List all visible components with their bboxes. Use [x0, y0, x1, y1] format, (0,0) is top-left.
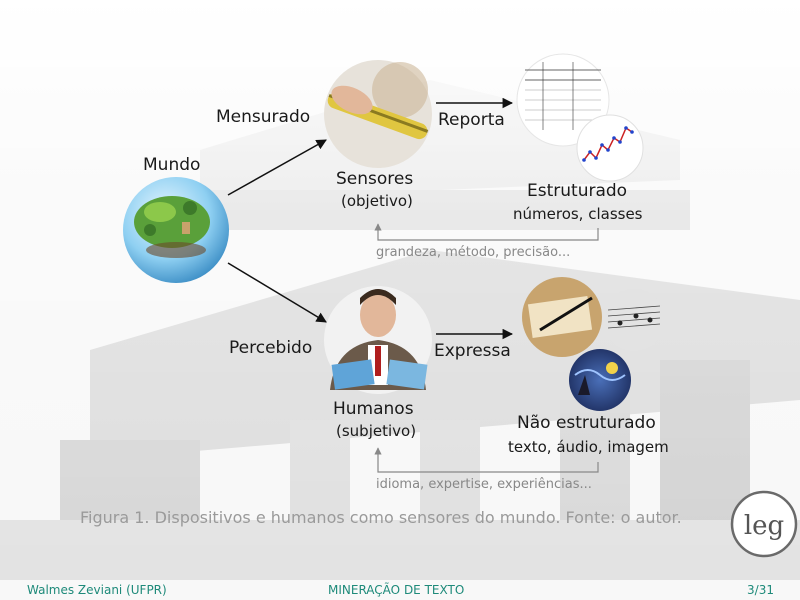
world-globe-icon	[123, 177, 229, 283]
leg-logo: leg	[730, 490, 798, 558]
painting-icon	[569, 349, 631, 411]
line-plot-icon	[576, 114, 644, 182]
footer-author: Walmes Zeviani (UFPR)	[27, 583, 167, 597]
arrow-world-to-sensors	[227, 139, 327, 196]
thermometer-photo-icon	[324, 60, 432, 168]
label-reports: Reporta	[438, 110, 505, 130]
person-photo-icon	[324, 286, 432, 394]
label-sensors: Sensores	[336, 169, 413, 189]
label-unstructured-note: texto, áudio, imagem	[508, 438, 669, 456]
label-structured-note: números, classes	[513, 205, 643, 223]
footer-title: MINERAÇÃO DE TEXTO	[328, 583, 465, 597]
figure-caption: Figura 1. Dispositivos e humanos como se…	[80, 508, 682, 527]
footer-bar: Walmes Zeviani (UFPR) MINERAÇÃO DE TEXTO…	[0, 580, 800, 600]
label-humans: Humanos	[333, 399, 414, 419]
sheet-music-icon	[603, 289, 665, 351]
label-bottom-feedback: idioma, expertise, experiências...	[376, 477, 592, 492]
data-table-icon	[516, 53, 610, 147]
svg-text:leg: leg	[744, 511, 784, 541]
pen-paper-icon	[522, 277, 602, 357]
feedback-arrow-top	[374, 223, 599, 241]
label-perceived: Percebido	[229, 338, 312, 358]
label-humans-note: (subjetivo)	[336, 422, 416, 440]
label-world: Mundo	[143, 155, 200, 175]
arrow-world-to-humans	[227, 262, 327, 323]
feedback-arrow-bottom	[374, 447, 599, 473]
label-top-feedback: grandeza, método, precisão...	[376, 245, 570, 260]
label-measured: Mensurado	[216, 107, 310, 127]
label-unstructured: Não estruturado	[517, 413, 656, 433]
label-sensors-note: (objetivo)	[341, 192, 413, 210]
footer-page-number: 3/31	[747, 583, 774, 597]
label-structured: Estruturado	[527, 181, 627, 201]
label-expresses: Expressa	[434, 341, 511, 361]
